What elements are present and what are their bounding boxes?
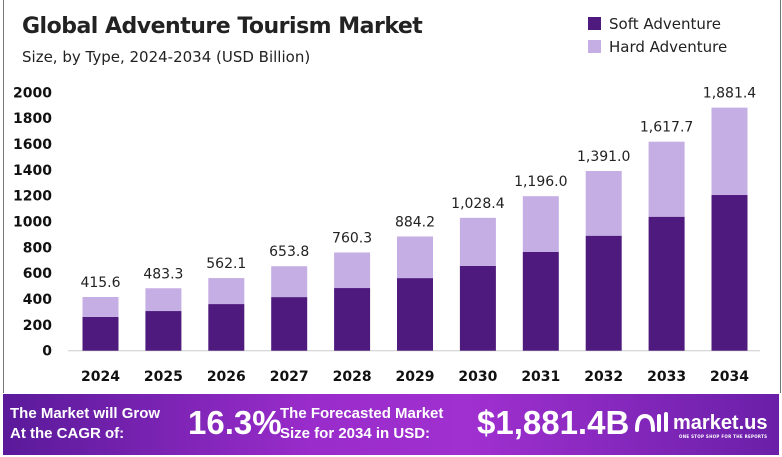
x-tick-label: 2031: [521, 369, 560, 385]
bar-hard-adventure: [459, 217, 496, 266]
cagr-value: 16.3%: [188, 404, 282, 441]
logo-name: market.us: [673, 411, 768, 434]
x-tick-label: 2028: [333, 369, 372, 385]
y-tick-label: 0: [42, 344, 52, 360]
y-tick-label: 2000: [13, 85, 52, 101]
total-data-label: 1,028.4: [451, 196, 505, 212]
bar-hard-adventure: [145, 288, 182, 312]
x-tick-label: 2025: [144, 369, 183, 385]
y-tick-label: 1400: [13, 163, 52, 179]
bar-hard-adventure: [82, 297, 119, 317]
bar-soft-adventure: [522, 251, 559, 351]
y-tick-label: 1800: [13, 111, 52, 127]
chart-subtitle: Size, by Type, 2024-2034 (USD Billion): [22, 48, 311, 66]
marketus-logo: market.us ONE STOP SHOP FOR THE REPORTS: [633, 410, 768, 439]
x-tick-label: 2030: [458, 369, 497, 385]
y-tick-label: 400: [23, 292, 52, 308]
cagr-caption: The Market will Grow At the CAGR of:: [10, 404, 160, 444]
y-tick-label: 1200: [13, 189, 52, 205]
bar-hard-adventure: [522, 196, 559, 252]
legend-swatch-soft: [588, 17, 601, 30]
bar-soft-adventure: [208, 304, 245, 351]
chart-title: Global Adventure Tourism Market: [22, 14, 423, 39]
logo-tagline: ONE STOP SHOP FOR THE REPORTS: [679, 434, 768, 439]
forecast-caption-line1: The Forecasted Market: [280, 405, 444, 422]
bar-soft-adventure: [334, 288, 371, 351]
bar-soft-adventure: [459, 265, 496, 351]
y-tick-label: 800: [23, 240, 52, 256]
bar-soft-adventure: [711, 195, 748, 351]
bar-soft-adventure: [271, 297, 308, 351]
total-data-label: 1,196.0: [514, 174, 567, 190]
total-data-label: 1,617.7: [640, 120, 693, 136]
summary-banner: The Market will Grow At the CAGR of: 16.3…: [3, 394, 779, 455]
bar-soft-adventure: [145, 311, 182, 351]
bar-soft-adventure: [585, 235, 622, 351]
total-data-label: 884.2: [395, 214, 435, 230]
legend-label-hard: Hard Adventure: [609, 37, 728, 56]
y-tick-label: 1600: [13, 137, 52, 153]
total-data-label: 1,391.0: [577, 149, 630, 165]
total-data-label: 653.8: [269, 244, 309, 260]
bar-hard-adventure: [208, 278, 245, 305]
forecast-value: $1,881.4B: [477, 404, 630, 441]
x-tick-label: 2029: [396, 369, 435, 385]
total-data-label: 483.3: [143, 266, 183, 282]
legend-swatch-hard: [588, 40, 601, 53]
bar-hard-adventure: [334, 252, 371, 289]
forecast-caption: The Forecasted Market Size for 2034 in US…: [280, 404, 443, 444]
legend-item-soft: Soft Adventure: [588, 12, 727, 35]
x-tick-label: 2034: [710, 369, 749, 385]
total-data-label: 415.6: [80, 275, 120, 291]
legend-item-hard: Hard Adventure: [588, 35, 727, 58]
bar-hard-adventure: [648, 141, 685, 217]
y-tick-label: 600: [23, 266, 52, 282]
cagr-caption-line2: At the CAGR of:: [10, 425, 125, 442]
x-tick-label: 2026: [207, 369, 246, 385]
total-data-label: 1,881.4: [703, 86, 757, 102]
bar-hard-adventure: [585, 170, 622, 236]
bar-hard-adventure: [711, 107, 748, 196]
chart-frame: [3, 0, 781, 393]
x-tick-label: 2024: [81, 369, 120, 385]
logo-icon: [635, 412, 668, 432]
x-tick-label: 2033: [647, 369, 686, 385]
legend-label-soft: Soft Adventure: [609, 14, 721, 33]
forecast-caption-line2: Size for 2034 in USD:: [280, 425, 431, 442]
y-tick-label: 200: [23, 318, 52, 334]
x-tick-label: 2027: [270, 369, 309, 385]
bar-soft-adventure: [397, 278, 433, 351]
chart-plot: 0 200 400 600 800 1000 1200 1400 1600 1800 2000 415…: [13, 85, 760, 385]
total-data-label: 562.1: [206, 256, 246, 272]
bar-hard-adventure: [271, 266, 308, 298]
total-data-label: 760.3: [332, 230, 372, 246]
x-tick-label: 2032: [584, 369, 623, 385]
cagr-caption-line1: The Market will Grow: [10, 405, 161, 422]
legend: Soft Adventure Hard Adventure: [588, 12, 727, 58]
y-tick-label: 1000: [13, 215, 52, 231]
bar-soft-adventure: [648, 216, 685, 351]
bar-soft-adventure: [82, 316, 119, 351]
bar-hard-adventure: [397, 236, 433, 279]
